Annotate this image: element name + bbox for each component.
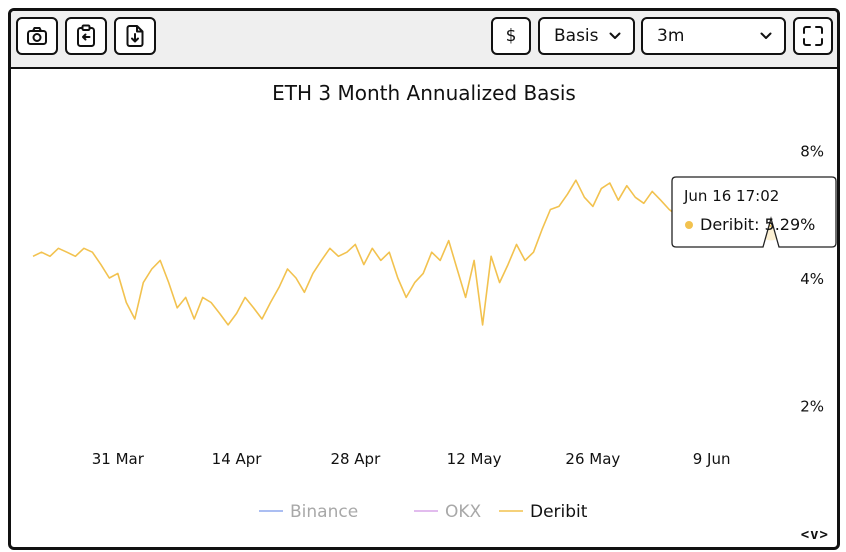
clipboard-icon (77, 24, 95, 47)
download-icon (126, 25, 144, 47)
x-tick-label: 9 Jun (693, 450, 731, 468)
x-tick-label: 31 Mar (92, 450, 145, 468)
range-select-value: 3m (657, 26, 685, 46)
metric-select[interactable]: Basis (538, 17, 635, 55)
copy-button[interactable] (65, 17, 107, 55)
screenshot-button[interactable] (16, 17, 58, 55)
series-line-deribit[interactable] (32, 179, 772, 326)
chart-title: ETH 3 Month Annualized Basis (272, 81, 576, 105)
legend-label: Binance (290, 502, 358, 522)
y-tick-label: 8% (800, 142, 824, 160)
legend-label: OKX (445, 502, 482, 522)
chevron-down-icon (609, 32, 621, 39)
legend-label: Deribit (530, 502, 588, 522)
currency-label: $ (505, 26, 517, 46)
x-tick-label: 12 May (447, 450, 502, 468)
tooltip-time: Jun 16 17:02 (683, 187, 779, 205)
legend-item-deribit[interactable]: Deribit (499, 502, 588, 522)
fullscreen-button[interactable] (793, 17, 833, 55)
chevron-down-icon (760, 32, 772, 39)
x-tick-label: 26 May (565, 450, 620, 468)
currency-toggle-button[interactable]: $ (491, 17, 531, 55)
chart-plot[interactable]: 31 Mar 14 Apr 28 Apr 12 May 26 May 9 Jun 2% 4%… (11, 69, 837, 547)
y-tick-label: 4% (800, 270, 824, 288)
chart-nav-arrows[interactable]: <v> (800, 527, 829, 543)
x-tick-label: 28 Apr (330, 450, 381, 468)
tooltip-value: Deribit: 5.29% (700, 215, 815, 234)
chart-area: ETH 3 Month Annualized Basis 31 Mar 14 Ap… (11, 69, 837, 547)
tooltip: Jun 16 17:02 Deribit: 5.29% (671, 176, 837, 248)
tooltip-series-dot (685, 221, 693, 229)
range-select[interactable]: 3m (641, 17, 786, 55)
camera-icon (27, 27, 47, 45)
download-button[interactable] (114, 17, 156, 55)
metric-select-value: Basis (554, 26, 599, 46)
chart-toolbar: $ Basis 3m (11, 11, 837, 69)
x-tick-label: 14 Apr (212, 450, 263, 468)
fullscreen-icon (803, 26, 823, 46)
legend-item-okx[interactable]: OKX (414, 502, 482, 522)
y-tick-label: 2% (800, 398, 824, 416)
chart-widget: $ Basis 3m ETH 3 Month Annualized Basis … (8, 8, 840, 550)
legend-item-binance[interactable]: Binance (259, 502, 358, 522)
